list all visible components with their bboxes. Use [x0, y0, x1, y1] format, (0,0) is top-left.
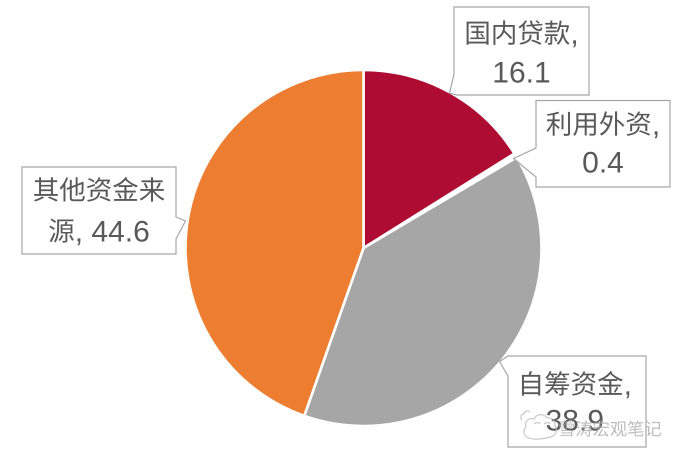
svg-text:,: , [652, 109, 660, 142]
svg-text:38.9: 38.9 [546, 405, 604, 438]
svg-text:16.1: 16.1 [492, 56, 550, 89]
svg-text:, 44.6: , 44.6 [75, 215, 150, 248]
svg-text:,: , [624, 368, 632, 401]
svg-text:,: , [570, 18, 578, 51]
svg-text:0.4: 0.4 [582, 147, 624, 180]
